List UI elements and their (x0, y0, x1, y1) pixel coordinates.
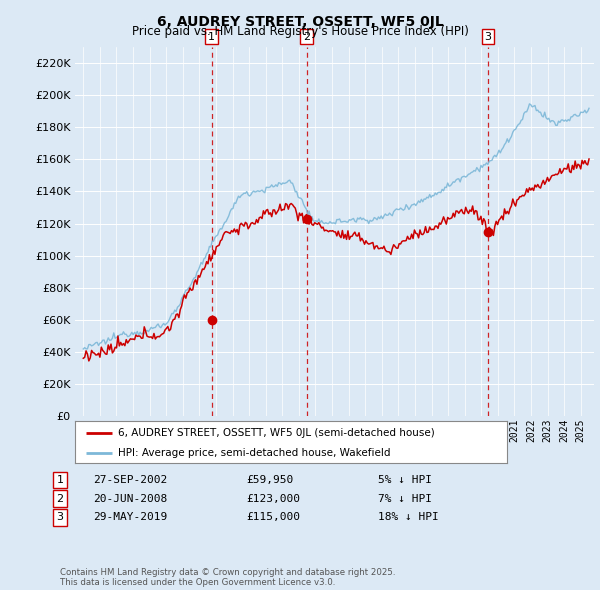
Text: 27-SEP-2002: 27-SEP-2002 (93, 475, 167, 484)
Text: 1: 1 (208, 32, 215, 42)
Text: 5% ↓ HPI: 5% ↓ HPI (378, 475, 432, 484)
Text: 20-JUN-2008: 20-JUN-2008 (93, 494, 167, 503)
Text: 3: 3 (485, 32, 491, 42)
Text: 18% ↓ HPI: 18% ↓ HPI (378, 513, 439, 522)
Text: £59,950: £59,950 (246, 475, 293, 484)
Text: HPI: Average price, semi-detached house, Wakefield: HPI: Average price, semi-detached house,… (118, 448, 391, 457)
Text: Contains HM Land Registry data © Crown copyright and database right 2025.
This d: Contains HM Land Registry data © Crown c… (60, 568, 395, 587)
Text: 6, AUDREY STREET, OSSETT, WF5 0JL (semi-detached house): 6, AUDREY STREET, OSSETT, WF5 0JL (semi-… (118, 428, 435, 438)
Text: 7% ↓ HPI: 7% ↓ HPI (378, 494, 432, 503)
Text: Price paid vs. HM Land Registry's House Price Index (HPI): Price paid vs. HM Land Registry's House … (131, 25, 469, 38)
Text: 2: 2 (303, 32, 310, 42)
Text: 6, AUDREY STREET, OSSETT, WF5 0JL: 6, AUDREY STREET, OSSETT, WF5 0JL (157, 15, 443, 29)
Text: 29-MAY-2019: 29-MAY-2019 (93, 513, 167, 522)
Text: 2: 2 (56, 494, 64, 503)
Text: 1: 1 (56, 475, 64, 484)
Text: £115,000: £115,000 (246, 513, 300, 522)
Text: 3: 3 (56, 513, 64, 522)
Text: £123,000: £123,000 (246, 494, 300, 503)
